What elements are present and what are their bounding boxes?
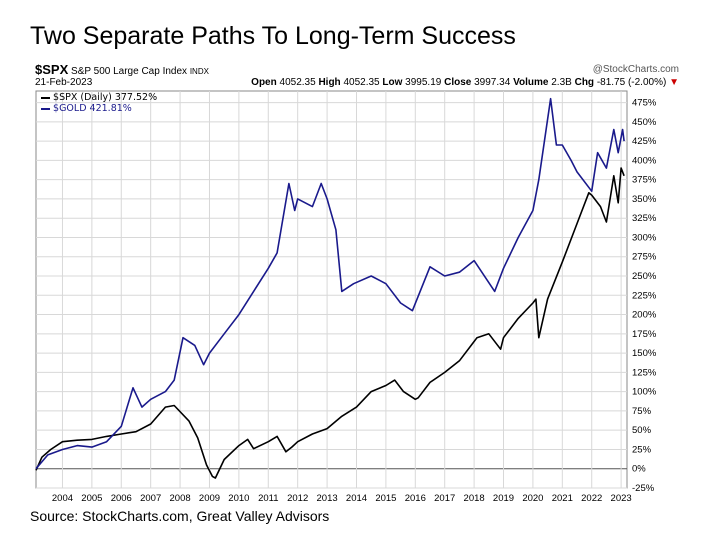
y-tick-label: 50%	[632, 425, 652, 436]
y-tick-label: -25%	[632, 483, 655, 494]
y-tick-label: 450%	[632, 117, 657, 128]
x-tick-label: 2022	[581, 493, 602, 504]
plot-border	[35, 90, 628, 489]
y-axis: 475% 450% 425% 400% 375% 350% 325% 300% 275% 250%…	[632, 98, 657, 494]
x-tick-label: 2021	[552, 493, 573, 504]
y-tick-label: 225%	[632, 290, 657, 301]
series-layer	[35, 97, 625, 479]
y-tick-label: 325%	[632, 213, 657, 224]
x-tick-label: 2017	[434, 493, 455, 504]
slide-title: Two Separate Paths To Long-Term Success	[30, 22, 516, 50]
header-symbol-line: $SPX S&P 500 Large Cap Index INDX	[35, 62, 209, 77]
x-tick-label: 2004	[52, 493, 73, 504]
line-chart: 475% 450% 425% 400% 375% 350% 325% 300% 275% 250%…	[35, 90, 657, 504]
x-tick-label: 2016	[405, 493, 426, 504]
x-tick-label: 2007	[140, 493, 161, 504]
legend-gold-swatch	[41, 107, 50, 110]
y-tick-label: 150%	[632, 348, 657, 359]
volume-value: 2.3B	[551, 77, 572, 88]
series-spx-line	[35, 167, 625, 479]
exchange: INDX	[189, 67, 209, 76]
source-note: Source: StockCharts.com, Great Valley Ad…	[30, 508, 330, 524]
x-tick-label: 2009	[199, 493, 220, 504]
y-tick-label: 350%	[632, 194, 657, 205]
brand-watermark: @StockCharts.com	[592, 64, 679, 75]
y-tick-label: 175%	[632, 329, 657, 340]
x-axis: 2004 2005 2006 2007 2008 2009 2010 2011 2012 2013…	[52, 493, 632, 504]
legend-gold-label: $GOLD 421.81%	[53, 103, 132, 114]
x-tick-label: 2006	[111, 493, 132, 504]
legend-spx-label: $SPX (Daily) 377.52%	[53, 92, 158, 103]
low-value: 3995.19	[405, 77, 442, 88]
y-tick-label: 75%	[632, 406, 652, 417]
x-tick-label: 2023	[611, 493, 632, 504]
stockcharts-panel: $SPX S&P 500 Large Cap Index INDX @Stock…	[35, 62, 685, 504]
date-label: 21-Feb-2023	[35, 77, 93, 88]
y-tick-label: 250%	[632, 271, 657, 282]
x-tick-label: 2014	[346, 493, 367, 504]
x-tick-label: 2005	[81, 493, 102, 504]
y-tick-label: 0%	[632, 464, 646, 475]
x-tick-label: 2018	[464, 493, 485, 504]
y-tick-label: 125%	[632, 367, 657, 378]
x-tick-label: 2010	[228, 493, 249, 504]
x-tick-label: 2019	[493, 493, 514, 504]
ohlc-line: Open 4052.35 High 4052.35 Low 3995.19 Cl…	[251, 77, 679, 88]
x-tick-label: 2011	[258, 493, 278, 504]
high-value: 4052.35	[343, 77, 380, 88]
y-tick-label: 25%	[632, 444, 652, 455]
y-tick-label: 200%	[632, 310, 657, 321]
y-tick-label: 475%	[632, 98, 657, 109]
legend-spx-swatch	[41, 96, 50, 99]
change-value: -81.75 (-2.00%)	[596, 77, 667, 88]
symbol-description: S&P 500 Large Cap Index	[71, 66, 188, 77]
y-tick-label: 425%	[632, 136, 657, 147]
y-tick-label: 275%	[632, 252, 657, 263]
close-value: 3997.34	[474, 77, 511, 88]
legend-gold: $GOLD 421.81%	[41, 103, 132, 114]
x-tick-label: 2013	[317, 493, 338, 504]
y-tick-label: 100%	[632, 387, 657, 398]
y-tick-label: 300%	[632, 232, 657, 243]
symbol: $SPX	[35, 62, 69, 77]
x-tick-label: 2008	[170, 493, 191, 504]
change-down-icon: ▼	[669, 77, 679, 88]
series-gold-line	[35, 97, 625, 470]
x-tick-label: 2020	[522, 493, 543, 504]
open-value: 4052.35	[279, 77, 316, 88]
y-tick-label: 400%	[632, 155, 657, 166]
grid	[36, 91, 627, 489]
x-tick-label: 2015	[375, 493, 396, 504]
x-tick-label: 2012	[287, 493, 308, 504]
y-tick-label: 375%	[632, 175, 657, 186]
legend-spx: $SPX (Daily) 377.52%	[41, 92, 157, 103]
